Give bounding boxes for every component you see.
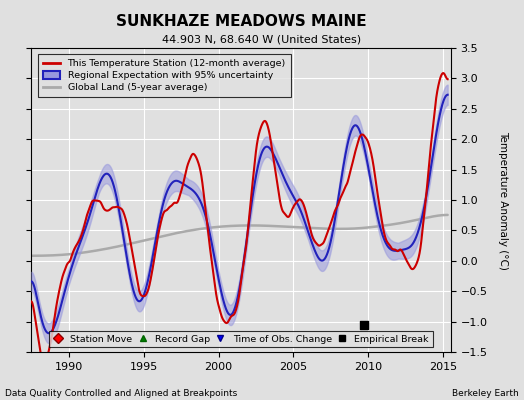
Title: SUNKHAZE MEADOWS MAINE: SUNKHAZE MEADOWS MAINE xyxy=(116,14,366,29)
Point xyxy=(359,322,368,328)
Legend: Station Move, Record Gap, Time of Obs. Change, Empirical Break: Station Move, Record Gap, Time of Obs. C… xyxy=(49,331,433,347)
Y-axis label: Temperature Anomaly (°C): Temperature Anomaly (°C) xyxy=(498,130,508,270)
Text: Berkeley Earth: Berkeley Earth xyxy=(452,389,519,398)
Text: 44.903 N, 68.640 W (United States): 44.903 N, 68.640 W (United States) xyxy=(162,34,362,44)
Text: Data Quality Controlled and Aligned at Breakpoints: Data Quality Controlled and Aligned at B… xyxy=(5,389,237,398)
